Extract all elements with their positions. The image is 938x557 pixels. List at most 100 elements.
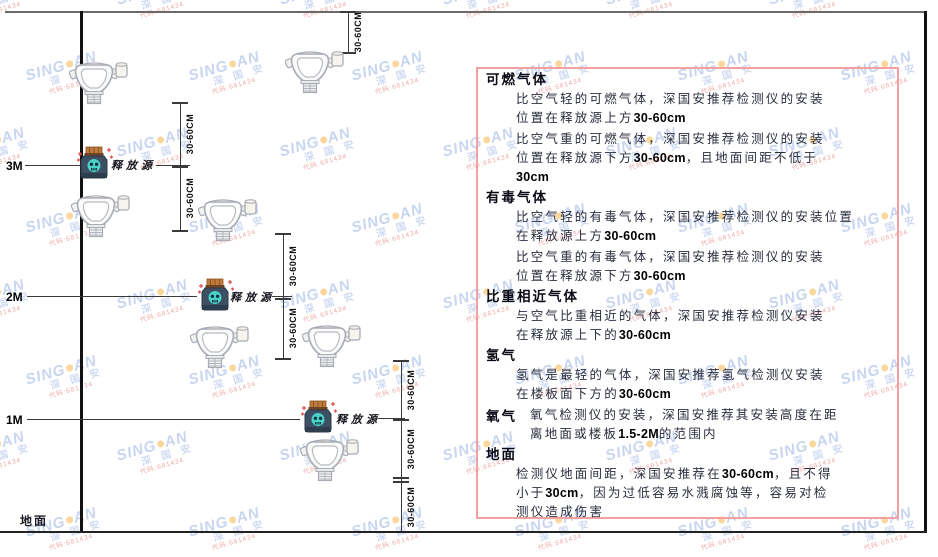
brand-code-text: 代码:681434 bbox=[0, 456, 23, 477]
brand-code-text: 代码:681434 bbox=[374, 76, 421, 97]
ground-label: 地面 bbox=[20, 514, 49, 528]
section-text: ，且不得 bbox=[773, 467, 833, 481]
release-source-label: 释放源 bbox=[336, 414, 381, 426]
section-text-line: 与空气比重相近的气体，深国安推荐检测仪安装 bbox=[516, 307, 885, 326]
section-text-line: 位置在释放源上方30-60cm bbox=[516, 109, 885, 128]
section-text: 在释放源上下的 bbox=[516, 328, 619, 342]
brand-cn-text: 深 国 安 bbox=[212, 62, 269, 89]
gas-detector-icon bbox=[298, 438, 359, 482]
brand-cn-text: 深 国 安 bbox=[140, 442, 197, 469]
measurement-value: 1.5-2M bbox=[618, 427, 659, 441]
dimension-line bbox=[348, 11, 349, 52]
measurement-value: 30-60cm bbox=[604, 229, 657, 243]
gas-detector-icon bbox=[283, 50, 344, 94]
brand-cn-text: 深 国 安 bbox=[375, 214, 432, 241]
dimension-label: 30-60CM bbox=[185, 113, 195, 155]
info-panel: 可燃气体 比空气轻的可燃气体，深国安推荐检测仪的安装 位置在释放源上方30-60cm… bbox=[476, 67, 899, 519]
release-source-icon bbox=[76, 146, 114, 179]
brand-dot-icon bbox=[391, 363, 400, 373]
brand-dot-icon bbox=[319, 287, 328, 297]
section-text: 氧气检测仪的安装，深国安推荐其安装高度在距 bbox=[530, 408, 839, 422]
brand-dot-icon bbox=[0, 287, 2, 297]
dimension-tick bbox=[275, 233, 291, 235]
brand-cn-text: 深 国 安 bbox=[303, 290, 360, 317]
brand-dot-icon bbox=[65, 363, 74, 373]
section-paragraph: 氧气检测仪的安装，深国安推荐其安装高度在距 离地面或楼板1.5-2M的范围内 bbox=[530, 406, 885, 444]
section-text-line: 测仪造成伤害 bbox=[516, 503, 885, 522]
gas-detector-icon bbox=[67, 61, 128, 105]
brand-dot-icon bbox=[319, 135, 328, 145]
dimension-line bbox=[283, 233, 284, 358]
dimension-tick bbox=[393, 481, 409, 483]
section-text-line: 氢气是最轻的气体，深国安推荐氢气检测仪安装 bbox=[516, 366, 885, 385]
dimension-tick bbox=[172, 102, 188, 104]
section-text-line: 在释放源上方30-60cm bbox=[516, 227, 885, 246]
brand-cn-text: 深 国 安 bbox=[212, 366, 269, 393]
release-source-label: 释放源 bbox=[111, 160, 156, 172]
brand-cn-text: 深 国 安 bbox=[375, 366, 432, 393]
section-text-line: 在楼板面下方的30-60cm bbox=[516, 385, 885, 404]
measurement-value: 30cm bbox=[545, 486, 579, 500]
panel-section: 地面 检测仪地面间距，深国安推荐在30-60cm，且不得 小于30cm，因为过低容易… bbox=[486, 446, 885, 522]
height-line-1m bbox=[27, 419, 300, 420]
release-source-label: 释放源 bbox=[230, 292, 275, 304]
measurement-value: 30-60cm bbox=[721, 467, 774, 481]
brand-dot-icon bbox=[391, 211, 400, 221]
section-text-line: 比空气轻的有毒气体，深国安推荐检测仪的安装位置 bbox=[516, 208, 885, 227]
section-text-line: 在释放源上下的30-60cm bbox=[516, 326, 885, 345]
brand-code-text: 代码:681434 bbox=[48, 532, 95, 553]
dimension-tick bbox=[275, 358, 291, 360]
height-marker-2m: 2M bbox=[6, 290, 23, 304]
height-line-2m bbox=[27, 296, 197, 297]
section-text: 比空气重的有毒气体，深国安推荐检测仪的安装 bbox=[516, 250, 825, 264]
brand-code-text: 代码:681434 bbox=[374, 532, 421, 553]
section-text-line: 比空气重的有毒气体，深国安推荐检测仪的安装 bbox=[516, 248, 885, 267]
brand-code-text: 代码:681434 bbox=[139, 456, 186, 477]
section-text-line: 比空气重的可燃气体，深国安推荐检测仪的安装 bbox=[516, 130, 885, 149]
section-paragraph: 比空气重的可燃气体，深国安推荐检测仪的安装 位置在释放源下方30-60cm，且地面… bbox=[516, 130, 885, 187]
section-text: 小于 bbox=[516, 486, 546, 500]
brand-code-text: 代码:681434 bbox=[211, 380, 258, 401]
panel-section: 有毒气体比空气轻的有毒气体，深国安推荐检测仪的安装位置 在释放源上方30-60cm… bbox=[486, 189, 885, 286]
section-text: 位置在释放源下方 bbox=[516, 269, 634, 283]
brand-code-text: 代码:681434 bbox=[48, 380, 95, 401]
section-paragraph: 与空气比重相近的气体，深国安推荐检测仪安装 在释放源上下的30-60cm bbox=[516, 307, 885, 345]
measurement-value: 30-60cm bbox=[633, 269, 686, 283]
section-text-line: 检测仪地面间距，深国安推荐在30-60cm，且不得 bbox=[516, 465, 885, 484]
section-text: 检测仪地面间距，深国安推荐在 bbox=[516, 467, 722, 481]
dimension-tick bbox=[172, 230, 188, 232]
section-heading: 有毒气体 bbox=[486, 190, 548, 205]
section-paragraph: 检测仪地面间距，深国安推荐在30-60cm，且不得 小于30cm，因为过低容易水溅… bbox=[516, 465, 885, 522]
section-heading: 氢气 bbox=[486, 348, 517, 363]
brand-code-text: 代码:681434 bbox=[139, 304, 186, 325]
brand-dot-icon bbox=[228, 59, 237, 69]
section-heading: 氧气 bbox=[486, 409, 517, 424]
dimension-label: 30-60CM bbox=[406, 486, 416, 528]
section-text-line: 小于30cm，因为过低容易水溅腐蚀等，容易对检 bbox=[516, 484, 885, 503]
panel-section: 比重相近气体 与空气比重相近的气体，深国安推荐检测仪安装 在释放源上下的30-60c… bbox=[486, 288, 885, 345]
right-border-line bbox=[924, 11, 927, 533]
section-text-line: 位置在释放源下方30-60cm，且地面间距不低于 bbox=[516, 149, 885, 168]
gas-detector-icon bbox=[188, 325, 249, 369]
measurement-value: 30-60cm bbox=[618, 328, 672, 342]
section-text: 测仪造成伤害 bbox=[516, 505, 605, 519]
brand-dot-icon bbox=[0, 439, 2, 449]
dimension-label: 30-60CM bbox=[288, 307, 298, 349]
dimension-tick bbox=[340, 11, 356, 13]
wall-axis-line bbox=[80, 11, 83, 533]
brand-dot-icon bbox=[391, 515, 400, 525]
